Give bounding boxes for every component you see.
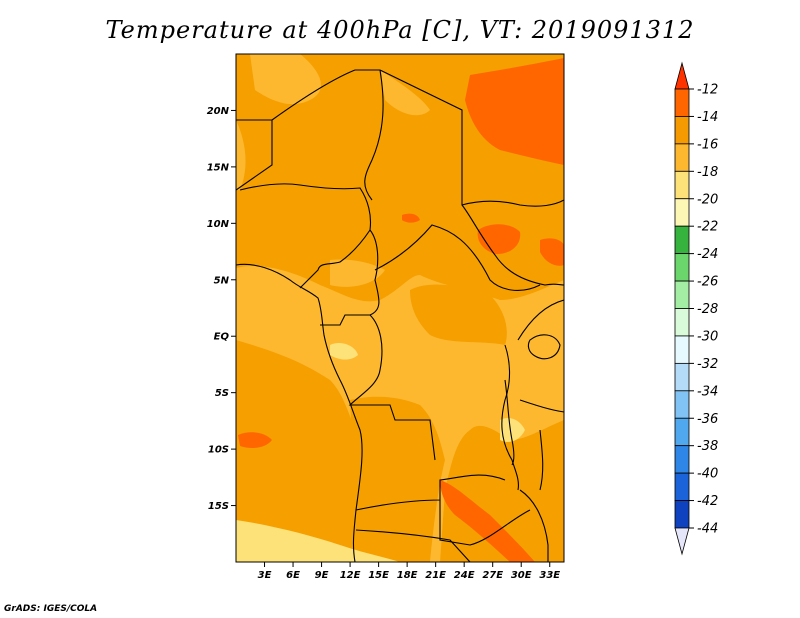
lat-tick-label: 10N <box>207 219 230 230</box>
lon-tick-label: 33E <box>539 570 560 581</box>
border-drc-west <box>348 314 436 461</box>
border-sahara <box>271 69 463 160</box>
colorbar-swatch <box>674 500 690 529</box>
colorbar-swatch <box>674 390 690 419</box>
colorbar-label: -44 <box>697 522 718 537</box>
field-band-m16-m14 <box>410 284 507 345</box>
lake-malawi <box>539 429 544 491</box>
field-band-m14-m12 <box>540 238 564 266</box>
lat-tick-label: 15N <box>207 162 230 173</box>
colorbar-swatch <box>674 308 690 337</box>
colorbar-bottom-arrow <box>674 527 690 556</box>
colorbar-swatch <box>674 335 690 364</box>
border-tanzania <box>519 399 564 413</box>
border-north <box>236 119 273 191</box>
colorbar-swatch <box>674 253 690 282</box>
colorbar-label: -16 <box>697 137 718 152</box>
field-band-m18-m16 <box>330 259 385 287</box>
lat-tick-label: 20N <box>207 106 230 117</box>
field-band-m18-m16 <box>236 120 246 190</box>
lon-tick-label: 9E <box>315 570 329 581</box>
colorbar-label: -14 <box>697 110 718 125</box>
colorbar-swatch <box>674 417 690 447</box>
colorbar-swatch <box>674 362 690 392</box>
lon-tick-label: 12E <box>340 570 361 581</box>
field-band-m18-m16 <box>250 54 321 105</box>
colorbar-label: -36 <box>697 412 718 427</box>
latitude-axis: 20N 15N 10N 5N EQ 5S 10S 15S <box>207 106 236 512</box>
field-band-m16-m14 <box>236 340 390 562</box>
colorbar-label: -42 <box>697 494 718 509</box>
field-band-m16-m14 <box>350 396 445 562</box>
field-band-m18-m16 <box>380 70 430 116</box>
colorbar-label: -40 <box>697 467 718 482</box>
border-south-sudan <box>461 199 564 207</box>
plot-frame <box>235 53 565 563</box>
colorbar-label: -22 <box>697 220 718 235</box>
border-nigeria <box>239 183 372 289</box>
longitude-axis: 3E 6E 9E 12E 15E 18E 21E 24E 27E 30E 33E <box>258 562 560 581</box>
lon-tick-label: 18E <box>397 570 418 581</box>
colorbar-swatch <box>674 472 690 501</box>
lon-tick-label: 15E <box>368 570 389 581</box>
colorbar-label: -28 <box>697 302 718 317</box>
colorbar-label: -20 <box>697 192 718 207</box>
colorbar-swatch <box>674 116 690 145</box>
border-east-africa <box>517 299 564 341</box>
colorbar-label: -12 <box>697 83 718 98</box>
colorbar-swatch <box>674 198 690 227</box>
colorbar-label: -34 <box>697 384 718 399</box>
lon-tick-label: 21E <box>425 570 446 581</box>
lat-tick-label: 10S <box>208 445 229 456</box>
border-car <box>374 224 541 291</box>
lon-tick-label: 27E <box>482 570 503 581</box>
colorbar-label: -32 <box>697 357 718 372</box>
field-band-m14-m12 <box>465 58 564 165</box>
lake-victoria <box>527 334 561 360</box>
border-niger-chad <box>364 69 384 201</box>
colorbar-top-arrow <box>674 61 690 90</box>
border-south <box>355 529 471 562</box>
lat-tick-label: 15S <box>208 501 229 512</box>
colorbar-label: -24 <box>697 247 718 262</box>
lon-tick-label: 30E <box>511 570 532 581</box>
lon-tick-label: 6E <box>286 570 300 581</box>
colorbar-label: -18 <box>697 165 718 180</box>
colorbar-swatch <box>674 88 690 117</box>
lon-tick-label: 3E <box>258 570 272 581</box>
plot-title: Temperature at 400hPa [C], VT: 201909131… <box>105 16 695 44</box>
lon-tick-label: 24E <box>454 570 475 581</box>
colorbar-swatch <box>674 280 690 309</box>
lake-tanganyika <box>504 379 515 466</box>
border-drc-east <box>501 344 519 491</box>
border-sudan <box>461 160 564 286</box>
lat-tick-label: 5N <box>214 275 230 286</box>
field-band-m20-m18 <box>500 418 525 442</box>
temperature-field <box>236 54 564 562</box>
border-mozambique <box>519 489 549 562</box>
colorbar-swatch <box>674 225 690 255</box>
border-zambia <box>439 500 531 546</box>
field-band-m14-m12 <box>477 224 521 255</box>
colorbar-label: -30 <box>697 329 718 344</box>
colorbar-swatch <box>674 143 690 172</box>
field-band-m14-m12 <box>440 480 535 562</box>
coastline-west <box>236 263 363 562</box>
field-band-m20-m18 <box>330 343 358 360</box>
colorbar: -12 -14 -16 -18 -20 -22 -24 -26 -28 -30 -32 -34 -36 -… <box>674 61 718 556</box>
field-band-m14-m12 <box>238 432 272 448</box>
colorbar-label: -38 <box>697 439 718 454</box>
footer-credit: GrADS: IGES/COLA <box>4 604 98 614</box>
field-band-m14-m12 <box>402 213 420 223</box>
colorbar-swatch <box>674 170 690 200</box>
field-band-m20-m18 <box>236 520 400 562</box>
lat-tick-label: EQ <box>214 332 230 343</box>
colorbar-swatch <box>674 445 690 474</box>
colorbar-label: -26 <box>697 275 718 290</box>
country-borders <box>236 69 564 562</box>
lat-tick-label: 5S <box>215 388 229 399</box>
